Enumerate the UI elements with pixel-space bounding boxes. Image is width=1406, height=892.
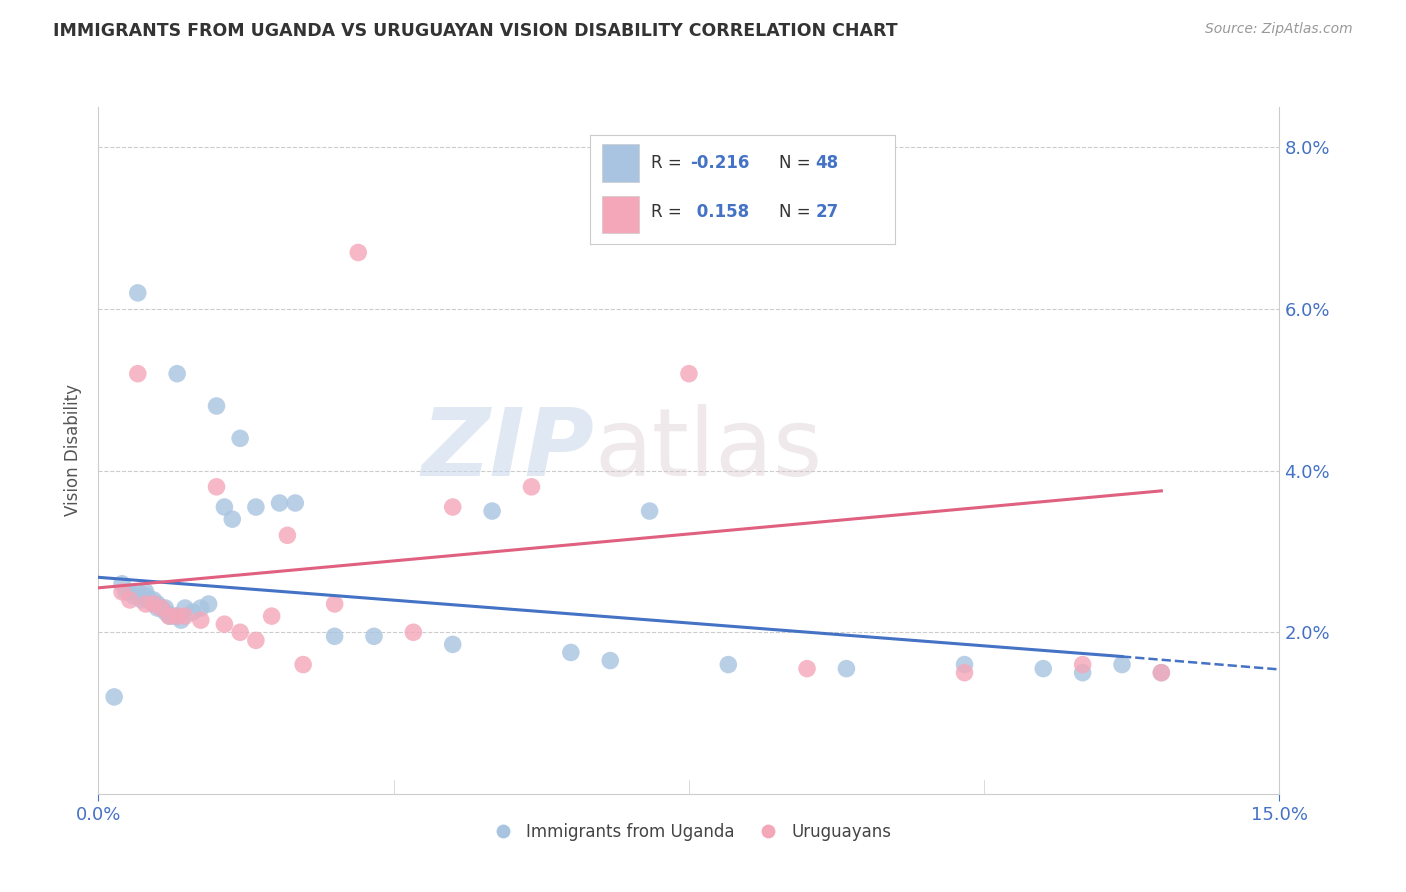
Point	[560, 645, 582, 659]
Point	[146, 601, 169, 615]
Point	[221, 512, 243, 526]
Point	[284, 496, 307, 510]
Point	[717, 657, 740, 672]
Text: Source: ZipAtlas.com: Source: ZipAtlas.com	[1205, 22, 1353, 37]
Point	[142, 593, 165, 607]
Point	[276, 528, 298, 542]
Y-axis label: Vision Disability: Vision Disability	[65, 384, 83, 516]
Point	[190, 601, 212, 615]
Point	[111, 585, 134, 599]
Point	[245, 633, 267, 648]
Point	[131, 593, 153, 607]
Point	[953, 665, 976, 680]
Point	[441, 500, 464, 514]
Point	[363, 629, 385, 643]
Point	[135, 585, 157, 599]
FancyBboxPatch shape	[602, 145, 638, 182]
Text: ZIP: ZIP	[422, 404, 595, 497]
Point	[1071, 657, 1094, 672]
Text: R =: R =	[651, 203, 688, 221]
Point	[229, 431, 252, 445]
Point	[150, 601, 173, 615]
Point	[520, 480, 543, 494]
Point	[1071, 665, 1094, 680]
Point	[347, 245, 370, 260]
Point	[638, 504, 661, 518]
Text: IMMIGRANTS FROM UGANDA VS URUGUAYAN VISION DISABILITY CORRELATION CHART: IMMIGRANTS FROM UGANDA VS URUGUAYAN VISI…	[53, 22, 898, 40]
Point	[481, 504, 503, 518]
Point	[127, 585, 149, 599]
Point	[1150, 665, 1173, 680]
Point	[214, 617, 236, 632]
Point	[127, 367, 149, 381]
Text: 27: 27	[815, 203, 839, 221]
Text: 48: 48	[815, 153, 839, 171]
Point	[103, 690, 125, 704]
Point	[205, 480, 228, 494]
Point	[796, 662, 818, 676]
Point	[229, 625, 252, 640]
Point	[146, 597, 169, 611]
Point	[118, 593, 141, 607]
Point	[111, 576, 134, 591]
Point	[155, 601, 177, 615]
Point	[1032, 662, 1054, 676]
Text: N =: N =	[779, 153, 815, 171]
Point	[953, 657, 976, 672]
Legend: Immigrants from Uganda, Uruguayans: Immigrants from Uganda, Uruguayans	[479, 816, 898, 847]
Point	[166, 609, 188, 624]
Point	[197, 597, 219, 611]
Point	[1150, 665, 1173, 680]
Point	[135, 589, 157, 603]
Point	[122, 589, 145, 603]
Point	[1111, 657, 1133, 672]
Point	[162, 609, 184, 624]
Point	[260, 609, 283, 624]
Point	[190, 613, 212, 627]
Point	[138, 593, 160, 607]
Point	[118, 585, 141, 599]
Point	[150, 601, 173, 615]
Point	[174, 601, 197, 615]
Text: N =: N =	[779, 203, 815, 221]
Point	[115, 585, 138, 599]
Point	[135, 597, 157, 611]
Point	[181, 605, 204, 619]
Point	[127, 285, 149, 300]
Point	[157, 609, 180, 624]
Point	[323, 629, 346, 643]
Point	[269, 496, 291, 510]
Point	[166, 609, 188, 624]
Point	[205, 399, 228, 413]
Point	[166, 367, 188, 381]
Point	[245, 500, 267, 514]
Point	[323, 597, 346, 611]
Point	[155, 605, 177, 619]
Text: atlas: atlas	[595, 404, 823, 497]
Point	[170, 613, 193, 627]
Text: 0.158: 0.158	[690, 203, 748, 221]
Point	[441, 637, 464, 651]
Point	[292, 657, 315, 672]
Point	[678, 367, 700, 381]
Point	[142, 597, 165, 611]
Point	[402, 625, 425, 640]
Point	[142, 597, 165, 611]
Point	[835, 662, 858, 676]
Text: -0.216: -0.216	[690, 153, 749, 171]
Text: R =: R =	[651, 153, 688, 171]
Point	[157, 609, 180, 624]
Point	[599, 654, 621, 668]
Point	[214, 500, 236, 514]
Point	[174, 609, 197, 624]
FancyBboxPatch shape	[602, 196, 638, 234]
